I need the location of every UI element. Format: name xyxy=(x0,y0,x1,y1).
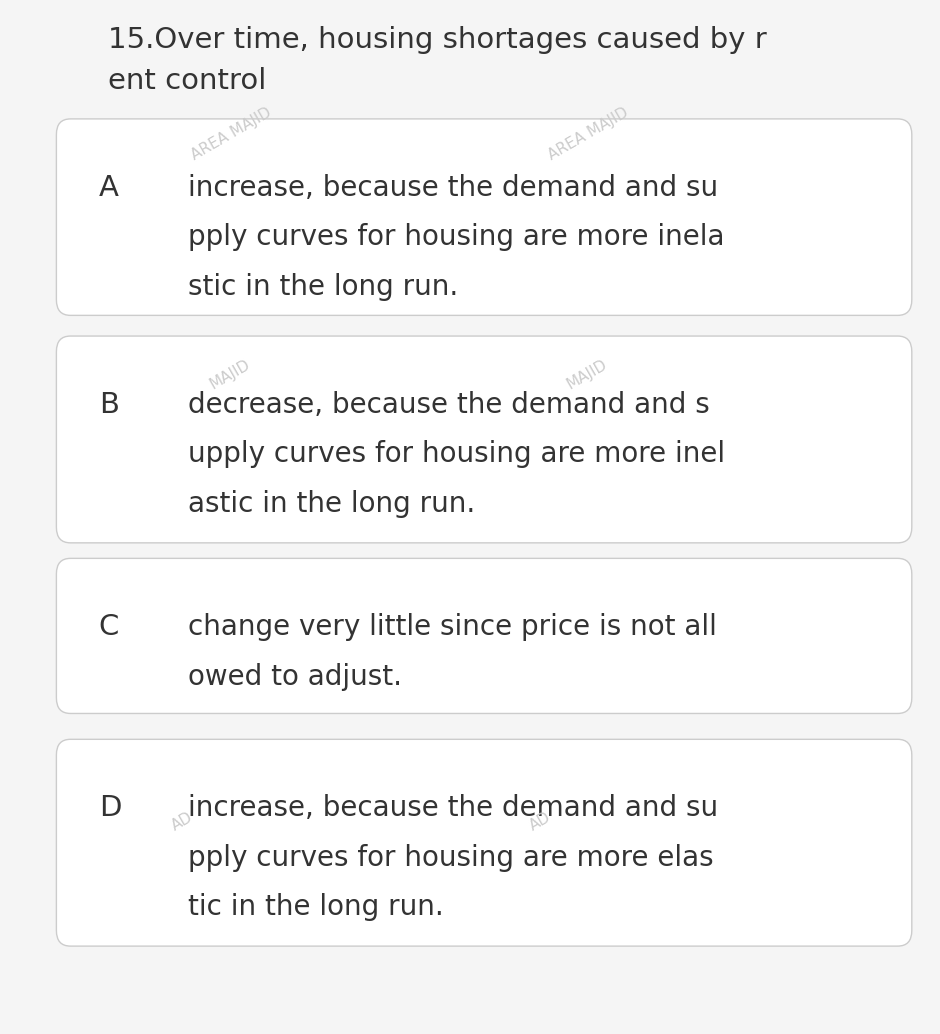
FancyBboxPatch shape xyxy=(56,119,912,315)
Text: AREA MAJID: AREA MAJID xyxy=(545,105,631,163)
Text: pply curves for housing are more elas: pply curves for housing are more elas xyxy=(188,844,713,872)
Text: astic in the long run.: astic in the long run. xyxy=(188,490,476,518)
Text: tic in the long run.: tic in the long run. xyxy=(188,893,444,921)
Text: AD: AD xyxy=(169,810,196,834)
Text: 15.Over time, housing shortages caused by r: 15.Over time, housing shortages caused b… xyxy=(108,26,767,54)
Text: owed to adjust.: owed to adjust. xyxy=(188,663,402,691)
Text: increase, because the demand and su: increase, because the demand and su xyxy=(188,174,718,202)
FancyBboxPatch shape xyxy=(56,558,912,713)
Text: stic in the long run.: stic in the long run. xyxy=(188,273,459,301)
Text: AREA MAJID: AREA MAJID xyxy=(188,105,274,163)
Text: AD: AD xyxy=(526,810,553,834)
Text: D: D xyxy=(99,794,121,822)
Text: B: B xyxy=(99,391,118,419)
FancyBboxPatch shape xyxy=(56,336,912,543)
Text: increase, because the demand and su: increase, because the demand and su xyxy=(188,794,718,822)
Text: A: A xyxy=(99,174,118,202)
Text: decrease, because the demand and s: decrease, because the demand and s xyxy=(188,391,710,419)
Text: pply curves for housing are more inela: pply curves for housing are more inela xyxy=(188,223,725,251)
FancyBboxPatch shape xyxy=(56,739,912,946)
Text: upply curves for housing are more inel: upply curves for housing are more inel xyxy=(188,440,725,468)
Text: MAJID: MAJID xyxy=(564,357,610,392)
Text: C: C xyxy=(99,613,119,641)
Text: ent control: ent control xyxy=(108,67,266,95)
Text: change very little since price is not all: change very little since price is not al… xyxy=(188,613,717,641)
Text: MAJID: MAJID xyxy=(207,357,253,392)
